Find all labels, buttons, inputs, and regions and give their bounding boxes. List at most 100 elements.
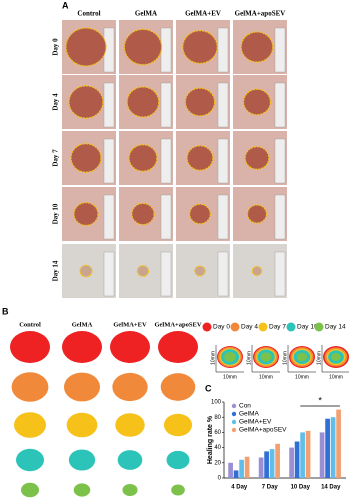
bar [275,443,280,478]
bar [233,470,239,478]
scale-label: 10mm [223,374,237,380]
y-tick-label: 40 [214,445,221,451]
column-header: GelMA+EV [113,321,147,328]
wound [126,86,160,118]
wound-outline [160,373,196,401]
ruler [217,82,229,128]
wound [65,27,107,67]
wound [189,203,211,225]
legend-label: Day 7 [269,324,286,331]
overlay-outline [224,352,236,362]
scale-label: 10mm [210,351,216,365]
ruler [217,138,229,184]
column-header: GelMA+apoSEV [154,321,201,328]
ruler [160,138,172,184]
wound-outline [66,412,98,438]
bar [294,441,300,478]
legend-swatch [314,322,324,332]
ruler [103,138,115,184]
bar [239,459,244,478]
wound-outline [14,412,46,438]
wound [194,265,206,277]
overlay-outline [296,352,308,362]
scale-label: 10mm [282,351,288,365]
wound-outline [21,482,39,498]
ruler [103,82,115,128]
wound [128,144,158,172]
wound [131,202,155,226]
legend-label: GelMA+EV [239,419,272,426]
wound [68,85,104,119]
wound-outline [11,372,49,402]
wound [123,28,163,66]
wound-outline [171,484,185,496]
wound-outline [158,331,198,363]
wound-outline [62,331,102,363]
bar [330,417,336,478]
wound [244,146,270,170]
panel-label: B [2,306,9,316]
row-label: Day 4 [52,93,60,111]
column-header: GelMA [135,10,157,18]
ruler [274,194,286,240]
scale-label: 10mm [259,374,273,380]
bar [336,409,341,478]
wound [184,87,216,117]
ruler [217,194,229,240]
legend-swatch [231,419,237,425]
column-header: GelMA+apoSEV [235,10,286,18]
ruler [274,251,286,297]
column-header: GelMA [72,321,93,328]
legend-swatch [202,322,212,332]
legend-swatch [231,411,237,417]
overlay-outline [260,352,272,362]
ruler [160,251,172,297]
ruler [160,82,172,128]
bar [228,462,233,478]
bar [319,432,325,478]
wound-outline [117,450,143,470]
y-axis-label: Healing rate % [207,415,214,464]
ruler [217,251,229,297]
y-tick-label: 0 [218,476,222,482]
ruler [274,27,286,73]
wound-outline [166,450,190,470]
legend-label: Day 14 [325,324,346,331]
wound [182,30,218,64]
legend-label: Day 0 [213,324,230,331]
scale-label: 10mm [246,351,252,365]
ruler [217,27,229,73]
y-tick-label: 100 [211,400,222,406]
significance-label: * [318,395,322,405]
y-tick-label: 60 [214,430,221,436]
wound [79,264,93,278]
ruler [160,27,172,73]
panel-label: C [205,383,212,393]
bar [289,447,294,478]
ruler [274,82,286,128]
bar [305,430,311,478]
y-tick-label: 80 [214,415,221,421]
ruler [160,194,172,240]
row-label: Day 7 [52,149,60,167]
scale-label: 10mm [316,351,322,365]
wound [186,145,214,171]
wound [242,88,272,116]
legend-swatch [258,322,268,332]
legend-label: GelMA [239,411,260,418]
legend-swatch [231,403,237,409]
wound-outline [110,331,150,363]
wound [70,143,102,173]
wound [246,204,268,224]
panel-label: A [62,0,69,10]
row-label: Day 10 [52,203,60,224]
wound-outline [16,448,44,472]
x-tick-label: 10 Day [291,485,311,491]
column-header: Control [77,10,100,18]
ruler [103,251,115,297]
legend-swatch [286,322,296,332]
legend-swatch [231,427,237,433]
wound [240,31,274,63]
legend-label: Day 10 [297,324,318,331]
